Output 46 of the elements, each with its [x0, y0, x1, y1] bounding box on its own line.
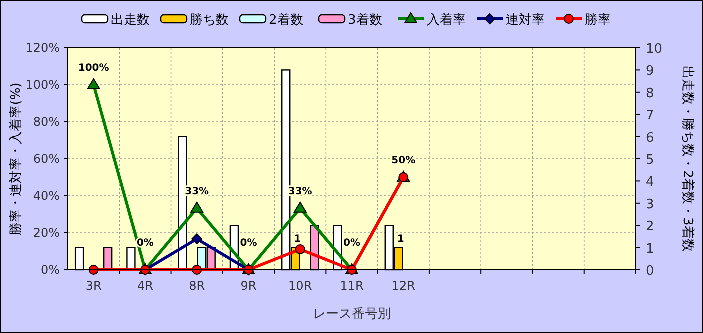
legend-label: 勝ち数 [190, 13, 229, 28]
y2-tick-label: 0 [646, 264, 654, 279]
point [295, 244, 306, 254]
point [294, 202, 307, 213]
y-tick-label: 40% [33, 189, 60, 203]
legend-label: 連対率 [506, 12, 545, 28]
data-label: 0% [240, 238, 258, 249]
y2-tick-label: 8 [646, 86, 654, 102]
y-tick-label: 100% [26, 78, 60, 92]
data-label: 0% [344, 238, 360, 249]
data-label: 1 [294, 234, 302, 245]
point [87, 78, 100, 90]
legend-label: 入着率 [427, 12, 466, 28]
x-tick-label: 9R [240, 279, 257, 293]
legend-label: 2着数 [269, 12, 304, 28]
y2-tick-label: 10 [646, 42, 663, 57]
legend-label: 勝率 [585, 12, 611, 28]
y2-tick-label: 6 [646, 130, 654, 146]
x-tick-label: 4R [137, 279, 154, 293]
point [190, 202, 204, 213]
x-axis-title: レース番号別 [313, 307, 391, 322]
y2-tick-label: 2 [646, 220, 654, 235]
y-tick-label: 20% [33, 226, 60, 240]
y-tick-label: 80% [33, 115, 60, 129]
y2-tick-label: 7 [646, 108, 654, 124]
y2-tick-label: 4 [646, 175, 654, 190]
y-tick-label: 60% [33, 152, 60, 166]
data-label: 100% [78, 63, 110, 74]
legend-label: 出走数 [111, 13, 150, 28]
y-tick-label: 0% [40, 263, 60, 277]
x-tick-label: 12R [392, 279, 416, 293]
legend-label: 3着数 [348, 12, 382, 28]
data-label: 50% [392, 156, 416, 166]
y2-tick-label: 3 [646, 197, 654, 212]
y2-tick-label: 1 [646, 242, 654, 257]
y2-tick-label: 5 [646, 153, 654, 168]
y-tick-label: 120% [26, 41, 60, 55]
x-tick-label: 8R [189, 279, 206, 293]
data-label: 1 [397, 234, 404, 245]
x-tick-label: 3R [86, 279, 102, 293]
y2-axis-title: 出走数・勝ち数・2着数・3着数 [680, 66, 696, 252]
x-tick-label: 10R [288, 279, 312, 293]
point [192, 234, 203, 245]
x-tick-label: 11R [340, 279, 364, 293]
y-axis-title: 勝率・連対率・入着率(%) [8, 82, 24, 236]
y2-tick-label: 9 [646, 64, 654, 80]
